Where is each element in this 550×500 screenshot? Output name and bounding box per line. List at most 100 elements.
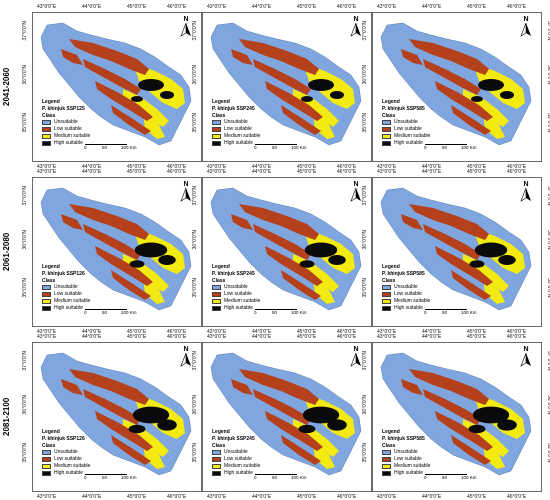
legend-swatch bbox=[212, 140, 221, 146]
legend-item: High suitable bbox=[382, 470, 430, 477]
map-panel: 43°0'0"E 43°0'0"E 44°0'0"E 44°0'0"E 45°0'0"E… bbox=[192, 4, 382, 170]
legend-class-label: Class bbox=[212, 442, 226, 449]
suitability-map bbox=[40, 187, 192, 311]
legend-swatch bbox=[42, 450, 51, 456]
legend-item-label: Unsuitable bbox=[394, 284, 418, 291]
low-suitable-area bbox=[401, 49, 423, 65]
longitude-tick: 46°0'0"E bbox=[337, 4, 357, 10]
low-suitable-area bbox=[239, 39, 319, 75]
scale-bar-line bbox=[255, 470, 297, 475]
longitude-tick: 44°0'0"E bbox=[252, 164, 272, 170]
longitude-tick: 45°0'0"E bbox=[467, 169, 487, 175]
longitude-tick: 46°0'0"E bbox=[337, 164, 357, 170]
longitude-tick: 46°0'0"E bbox=[507, 4, 527, 10]
low-suitable-area bbox=[409, 39, 489, 75]
high-suitable-area bbox=[308, 79, 334, 91]
latitude-tick: 36°0'0"N bbox=[546, 65, 550, 85]
latitude-tick: 37°0'0"N bbox=[362, 351, 368, 371]
species-name: P. khinjuk bbox=[212, 105, 235, 112]
latitude-tick: 36°0'0"N bbox=[192, 230, 198, 250]
legend-item-label: High suitable bbox=[394, 304, 423, 311]
legend-item-label: High suitable bbox=[394, 469, 423, 476]
row-label-0: 2041-2060 bbox=[2, 67, 11, 107]
longitude-tick: 43°0'0"E bbox=[37, 164, 57, 170]
legend-item: Unsuitable bbox=[382, 449, 430, 456]
map-panel: 43°0'0"E 43°0'0"E 44°0'0"E 44°0'0"E 45°0'0"E… bbox=[22, 169, 212, 335]
longitude-tick: 45°0'0"E bbox=[127, 334, 147, 340]
scale-bar-label: 100 Km bbox=[461, 145, 477, 150]
high-suitable-area bbox=[497, 419, 517, 431]
legend-item-label: Unsuitable bbox=[394, 119, 418, 126]
high-suitable-area bbox=[478, 79, 504, 91]
scale-bar-label: 0 bbox=[254, 145, 257, 150]
longitude-tick: 44°0'0"E bbox=[252, 329, 272, 335]
legend-item: Unsuitable bbox=[42, 119, 90, 126]
legend-title: Legend bbox=[382, 429, 400, 435]
map-legend: Legend P. khinjuk SSP585 Class Unsuitable Lo… bbox=[382, 429, 430, 477]
legend-swatch bbox=[42, 140, 51, 146]
legend-item-label: High suitable bbox=[224, 469, 253, 476]
legend-item-label: Low suitable bbox=[54, 456, 82, 463]
north-arrow: N bbox=[179, 346, 193, 370]
latitude-tick: 35°0'0"N bbox=[22, 113, 28, 133]
legend-item-label: Low suitable bbox=[54, 126, 82, 133]
north-arrow-label: N bbox=[523, 181, 529, 188]
longitude-tick: 44°0'0"E bbox=[422, 4, 442, 10]
legend-swatch bbox=[382, 470, 391, 476]
longitude-tick: 43°0'0"E bbox=[207, 169, 227, 175]
legend-item-label: Medium suitable bbox=[54, 462, 91, 469]
high-suitable-area bbox=[160, 91, 174, 99]
legend-item-label: Low suitable bbox=[54, 291, 82, 298]
low-suitable-area bbox=[61, 49, 83, 65]
latitude-tick: 37°0'0"N bbox=[22, 351, 28, 371]
latitude-tick: 35°0'0"N bbox=[22, 278, 28, 298]
high-suitable-area bbox=[498, 255, 516, 265]
low-suitable-area bbox=[435, 411, 493, 451]
legend-title: Legend bbox=[382, 99, 400, 105]
map-panel: 43°0'0"E 43°0'0"E 44°0'0"E 44°0'0"E 45°0'0"E… bbox=[192, 169, 382, 335]
latitude-tick: 35°0'0"N bbox=[362, 278, 368, 298]
scale-bar-label: 0 bbox=[84, 475, 87, 480]
legend-item: Low suitable bbox=[382, 291, 430, 298]
legend-item-label: High suitable bbox=[394, 139, 423, 146]
legend-swatch bbox=[42, 127, 51, 133]
legend-title: Legend bbox=[212, 264, 230, 270]
legend-item: High suitable bbox=[42, 140, 90, 147]
legend-series: P. khinjuk SSP126 bbox=[42, 271, 90, 278]
legend-item: Unsuitable bbox=[212, 284, 260, 291]
scale-bar: 0 50 100 Km bbox=[84, 140, 145, 154]
legend-item: Low suitable bbox=[212, 291, 260, 298]
latitude-tick: 36°0'0"N bbox=[546, 230, 550, 250]
high-suitable-area bbox=[132, 406, 170, 424]
legend-swatch bbox=[212, 292, 221, 298]
legend-item: Unsuitable bbox=[42, 284, 90, 291]
legend-series: P. khinjuk SSP585 bbox=[382, 106, 430, 113]
scale-bar-label: 100 Km bbox=[121, 145, 137, 150]
high-suitable-area bbox=[158, 255, 176, 265]
map-panel: 43°0'0"E 43°0'0"E 44°0'0"E 44°0'0"E 45°0'0"E… bbox=[22, 4, 212, 170]
longitude-tick: 44°0'0"E bbox=[82, 329, 102, 335]
legend-class-label: Class bbox=[42, 277, 56, 284]
legend-class-label: Class bbox=[42, 442, 56, 449]
scale-bar-label: 50 bbox=[102, 145, 108, 150]
longitude-tick: 46°0'0"E bbox=[507, 334, 527, 340]
longitude-tick: 44°0'0"E bbox=[422, 329, 442, 335]
north-arrow-label: N bbox=[183, 346, 189, 353]
legend-swatch bbox=[42, 470, 51, 476]
low-suitable-area bbox=[401, 214, 423, 230]
species-name: P. khinjuk bbox=[42, 270, 65, 277]
latitude-tick: 36°0'0"N bbox=[22, 230, 28, 250]
legend-swatch bbox=[212, 470, 221, 476]
legend-item: Medium suitable bbox=[212, 133, 260, 140]
latitude-tick: 35°0'0"N bbox=[192, 443, 198, 463]
scale-bar: 0 50 100 Km bbox=[254, 140, 315, 154]
legend-item-label: Medium suitable bbox=[394, 462, 431, 469]
longitude-tick: 45°0'0"E bbox=[127, 164, 147, 170]
legend-swatch bbox=[382, 305, 391, 311]
legend-item-label: Low suitable bbox=[394, 456, 422, 463]
scale-bar-label: 100 Km bbox=[291, 310, 307, 315]
longitude-tick: 46°0'0"E bbox=[167, 4, 187, 10]
high-suitable-area bbox=[330, 91, 344, 99]
species-name: P. khinjuk bbox=[212, 270, 235, 277]
scale-bar-line bbox=[85, 470, 127, 475]
